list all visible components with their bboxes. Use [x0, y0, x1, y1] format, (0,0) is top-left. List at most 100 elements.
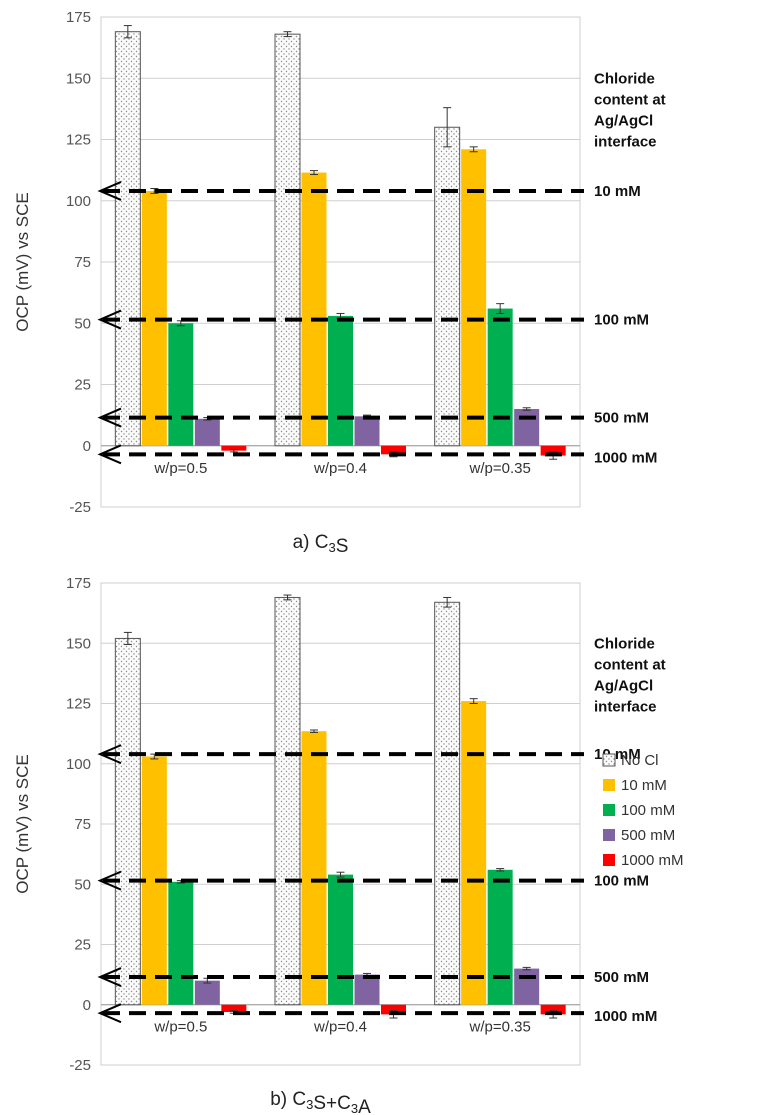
reference-arrow: [97, 870, 122, 891]
reference-label: 1000 mM: [594, 1008, 657, 1025]
reference-title-line: Ag/AgCl: [594, 112, 653, 129]
reference-title-line: Chloride: [594, 70, 655, 87]
bar-500-mm: [194, 980, 220, 1005]
bar-10-mm: [301, 172, 327, 446]
bar-500-mm: [194, 418, 220, 446]
bar-100-mm: [328, 315, 353, 446]
caption-part: 3: [306, 1097, 313, 1112]
reference-title-line: interface: [594, 698, 657, 715]
bar-100-mm: [487, 869, 513, 1005]
category-label: w/p=0.4: [313, 1018, 367, 1035]
bar-no-cl: [274, 596, 301, 1006]
chart-a-c3s: -25 0 25 50 75 100 125 150 175 w/p=0.5 w/p=0.4 w/p=…: [13, 9, 666, 557]
legend-label: 100 mM: [621, 802, 675, 819]
reference-label: 100 mM: [594, 312, 649, 329]
y-axis-label: OCP (mV) vs SCE: [13, 754, 32, 893]
bar-500-mm: [514, 409, 540, 446]
caption-part: a) C: [293, 532, 329, 553]
bar-500-mm: [354, 974, 380, 1005]
bar-no-cl: [434, 601, 461, 1006]
reference-arrow: [97, 1003, 122, 1024]
category-label: w/p=0.35: [469, 460, 531, 477]
bar-100-mm: [487, 308, 513, 446]
bar-10-mm: [301, 731, 327, 1005]
bar-10-mm: [461, 701, 487, 1005]
y-axis-label: OCP (mV) vs SCE: [13, 192, 32, 331]
reference-label: 1000 mM: [594, 449, 657, 466]
bar-no-cl: [114, 31, 141, 447]
bar-no-cl: [114, 637, 141, 1006]
category-label: w/p=0.5: [153, 1018, 207, 1035]
reference-label: 10 mM: [594, 183, 641, 200]
caption-part: 3: [351, 1101, 358, 1115]
reference-arrow: [97, 444, 122, 465]
bar-100-mm: [168, 881, 194, 1005]
bar-1000-mm: [221, 1004, 247, 1012]
legend-label: 1000 mM: [621, 852, 684, 869]
chart-b-c3s-c3a: -25 0 25 50 75 100 125 150 175 w/p=0.5 w/p=0.4 w/p=…: [13, 575, 666, 1115]
bar-100-mm: [328, 874, 353, 1005]
caption-part: S: [336, 536, 349, 557]
bar-1000-mm: [540, 1004, 566, 1015]
bar-500-mm: [514, 968, 540, 1005]
legend-swatch: [603, 804, 615, 816]
bar-100-mm: [168, 323, 194, 446]
caption-part: S+C: [313, 1093, 351, 1114]
legend-swatch: [603, 779, 615, 791]
reference-label: 500 mM: [594, 969, 649, 986]
legend-swatch: [603, 829, 615, 841]
legend-label: 500 mM: [621, 827, 675, 844]
y-tick-label: -25: [69, 1057, 91, 1074]
reference-title-line: content at: [594, 656, 666, 673]
plot-frame: [100, 582, 581, 1066]
y-tick-label: -25: [69, 499, 91, 516]
reference-label: 100 mM: [594, 873, 649, 890]
y-tick-label: 75: [74, 254, 91, 271]
y-tick-label: 150: [66, 635, 91, 652]
reference-label: 500 mM: [594, 410, 649, 427]
bar-1000-mm: [540, 445, 566, 456]
reference-arrow: [97, 181, 122, 201]
legend: No Cl 10 mM 100 mM 500 mM 1000 mM: [602, 752, 684, 869]
reference-title-line: interface: [594, 133, 657, 150]
legend-label: 10 mM: [621, 777, 667, 794]
y-tick-label: 25: [74, 377, 91, 394]
category-label: w/p=0.5: [153, 460, 207, 477]
y-tick-label: 50: [74, 876, 91, 893]
y-tick-label: 0: [83, 438, 91, 455]
y-tick-label: 25: [74, 937, 91, 954]
reference-arrow: [97, 407, 122, 428]
y-tick-label: 100: [66, 193, 91, 210]
legend-label: No Cl: [621, 752, 659, 769]
category-label: w/p=0.4: [313, 460, 367, 477]
bar-1000-mm: [381, 1004, 406, 1015]
reference-arrow: [97, 309, 122, 330]
bar-500-mm: [354, 416, 380, 446]
bar-1000-mm: [221, 445, 247, 451]
caption-part: 3: [328, 540, 335, 555]
reference-title-line: Ag/AgCl: [594, 677, 653, 694]
bar-1000-mm: [381, 445, 406, 455]
reference-arrow: [97, 744, 122, 765]
y-tick-label: 125: [66, 132, 91, 149]
reference-arrow: [97, 967, 122, 987]
bar-no-cl: [274, 33, 301, 447]
y-tick-label: 0: [83, 997, 91, 1014]
y-tick-label: 150: [66, 70, 91, 87]
caption-part: b) C: [270, 1089, 306, 1110]
y-tick-label: 50: [74, 315, 91, 332]
legend-swatch: [603, 854, 615, 866]
plot-frame: [100, 16, 581, 508]
legend-swatch: [602, 753, 616, 767]
y-tick-label: 175: [66, 9, 91, 26]
chart-caption: b) C3S+C3A: [270, 1089, 371, 1115]
caption-part: A: [358, 1097, 371, 1115]
y-tick-label: 125: [66, 696, 91, 713]
reference-title-line: Chloride: [594, 635, 655, 652]
bar-no-cl: [434, 126, 461, 447]
category-label: w/p=0.35: [469, 1018, 531, 1035]
y-tick-label: 100: [66, 756, 91, 773]
chart-caption: a) C3S: [293, 532, 349, 557]
reference-title-line: content at: [594, 91, 666, 108]
